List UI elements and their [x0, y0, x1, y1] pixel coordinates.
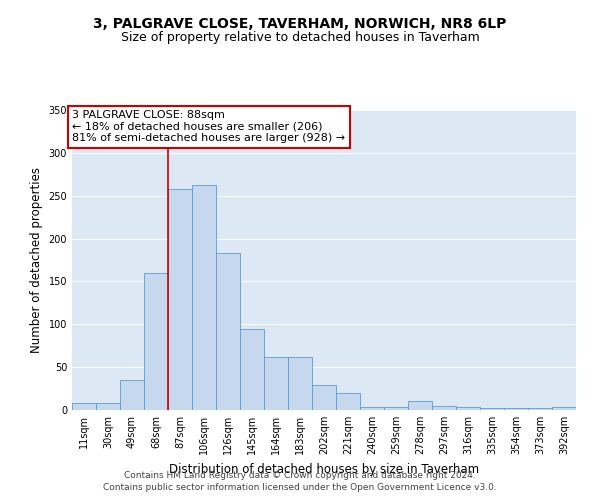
- Bar: [480, 408, 504, 410]
- Bar: [120, 380, 144, 410]
- Bar: [360, 406, 384, 410]
- Bar: [552, 408, 576, 410]
- Y-axis label: Number of detached properties: Number of detached properties: [30, 167, 43, 353]
- Bar: [312, 385, 336, 410]
- Text: Contains public sector information licensed under the Open Government Licence v3: Contains public sector information licen…: [103, 484, 497, 492]
- Bar: [456, 408, 480, 410]
- Text: Size of property relative to detached houses in Taverham: Size of property relative to detached ho…: [121, 31, 479, 44]
- Bar: [504, 408, 528, 410]
- Bar: [144, 273, 168, 410]
- Bar: [216, 253, 240, 410]
- X-axis label: Distribution of detached houses by size in Taverham: Distribution of detached houses by size …: [169, 462, 479, 475]
- Bar: [528, 408, 552, 410]
- Text: 3, PALGRAVE CLOSE, TAVERHAM, NORWICH, NR8 6LP: 3, PALGRAVE CLOSE, TAVERHAM, NORWICH, NR…: [94, 18, 506, 32]
- Bar: [240, 328, 264, 410]
- Bar: [168, 189, 192, 410]
- Bar: [336, 393, 360, 410]
- Text: 3 PALGRAVE CLOSE: 88sqm
← 18% of detached houses are smaller (206)
81% of semi-d: 3 PALGRAVE CLOSE: 88sqm ← 18% of detache…: [72, 110, 345, 143]
- Bar: [408, 402, 432, 410]
- Bar: [384, 406, 408, 410]
- Text: Contains HM Land Registry data © Crown copyright and database right 2024.: Contains HM Land Registry data © Crown c…: [124, 471, 476, 480]
- Bar: [264, 357, 288, 410]
- Bar: [432, 406, 456, 410]
- Bar: [192, 186, 216, 410]
- Bar: [96, 403, 120, 410]
- Bar: [288, 357, 312, 410]
- Bar: [72, 403, 96, 410]
